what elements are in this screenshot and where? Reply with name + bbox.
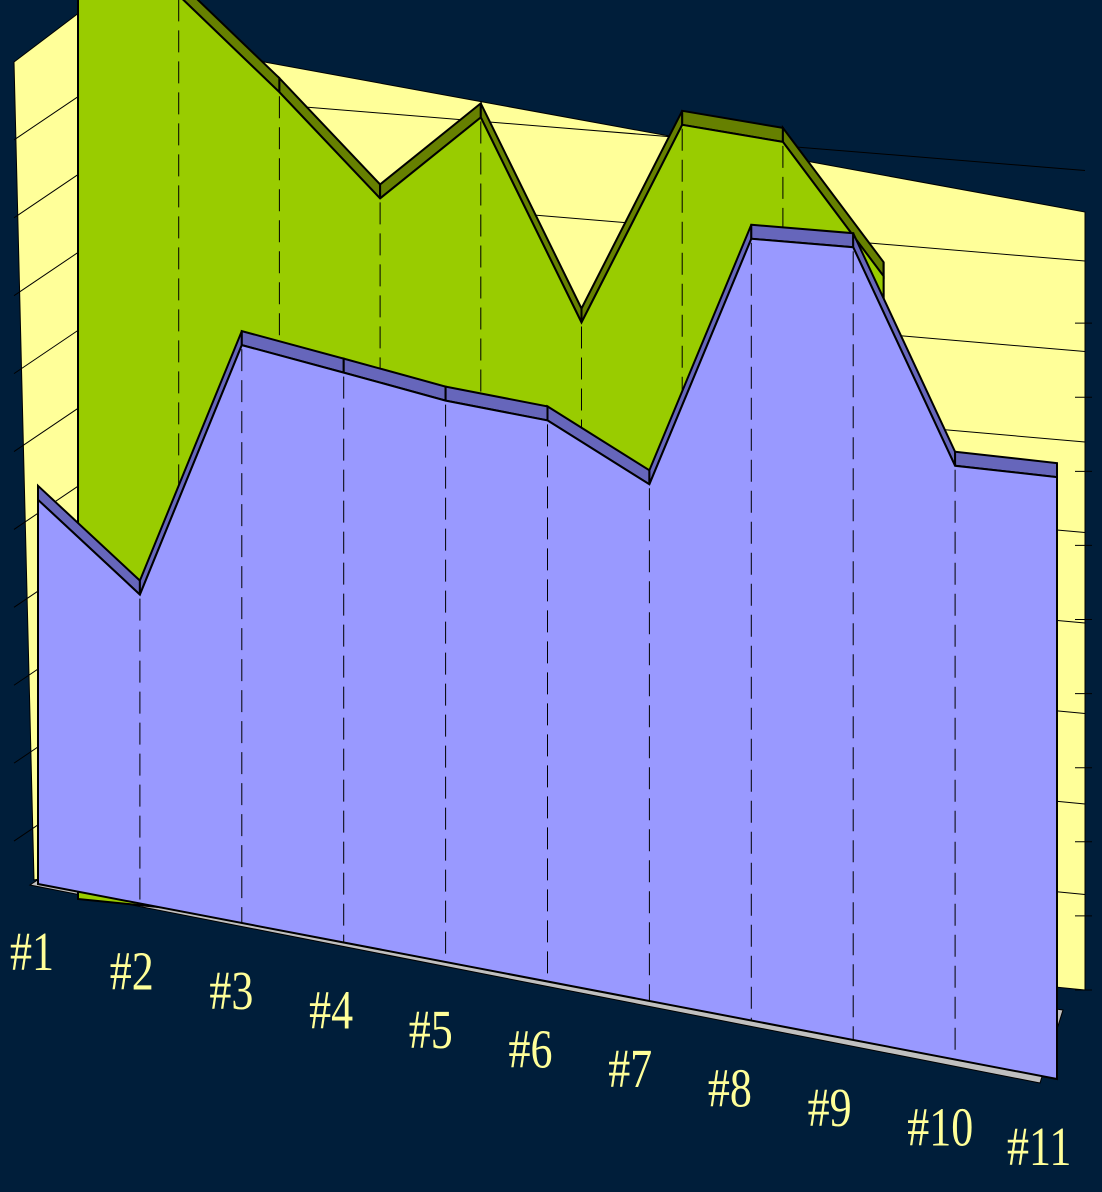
x-tick-label: #2 [110, 941, 154, 1002]
side-gridline [13, 89, 89, 141]
x-tick-label: #10 [907, 1097, 973, 1158]
x-tick-label: #11 [1007, 1116, 1071, 1177]
x-tick-label: #3 [209, 960, 253, 1021]
x-tick-label: #7 [608, 1038, 652, 1099]
x-tick-label: #6 [509, 1019, 553, 1080]
x-tick-label: #5 [409, 999, 453, 1060]
right-axis-ticks [1075, 322, 1092, 991]
series-front-area [37, 223, 1058, 1081]
side-gridline [13, 323, 89, 375]
side-gridline [13, 167, 89, 219]
side-gridline [13, 401, 89, 452]
x-tick-label: #9 [808, 1077, 852, 1138]
x-tick-label: #4 [309, 980, 353, 1041]
x-tick-label: #1 [10, 921, 54, 982]
x-tick-label: #8 [708, 1058, 752, 1119]
x-axis-tick-labels: #1 #2 #3 #4 #5 #6 #7 #8 #9 #10 #11 [10, 921, 1071, 1177]
side-gridline [13, 245, 89, 297]
